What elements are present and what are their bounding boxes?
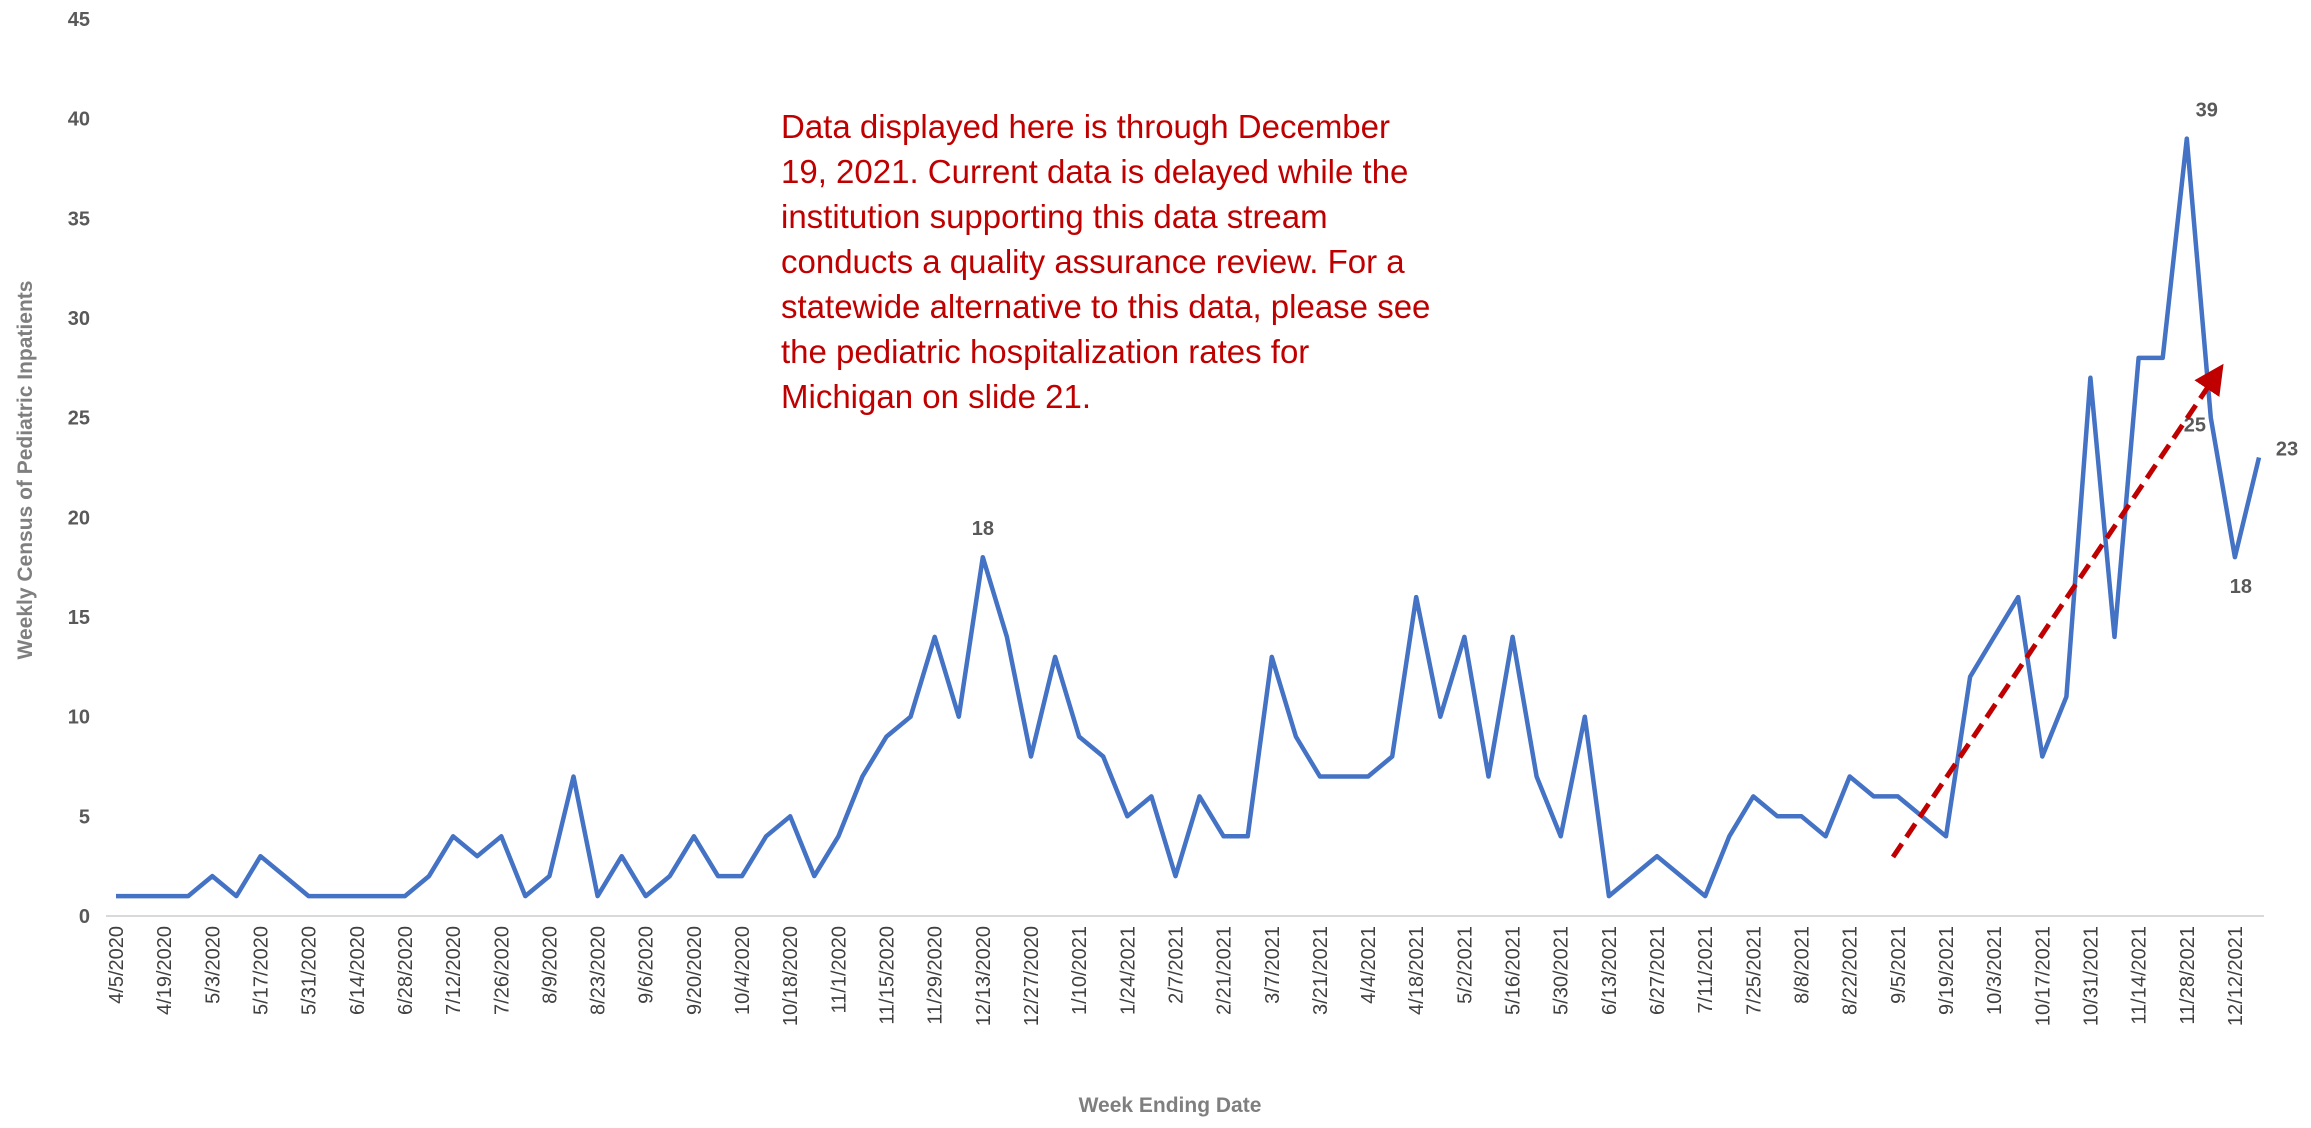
annotation-line: 19, 2021. Current data is delayed while … <box>781 153 1408 190</box>
x-tick-label: 8/9/2020 <box>539 926 561 1004</box>
x-tick-label: 10/3/2021 <box>1984 926 2006 1015</box>
x-tick-label: 10/4/2020 <box>732 926 754 1015</box>
x-tick-label: 9/5/2021 <box>1888 926 1910 1004</box>
y-tick-label: 5 <box>79 806 90 828</box>
x-tick-label: 4/4/2021 <box>1358 926 1380 1004</box>
x-tick-label: 1/24/2021 <box>1117 926 1139 1015</box>
x-tick-label: 7/26/2020 <box>491 926 513 1015</box>
x-tick-label: 3/21/2021 <box>1310 926 1332 1015</box>
data-label: 18 <box>2230 576 2252 598</box>
x-tick-label: 9/19/2021 <box>1936 926 1958 1015</box>
annotation-line: Michigan on slide 21. <box>781 378 1091 415</box>
y-tick-label: 40 <box>68 109 90 131</box>
trend-arrow <box>1890 363 2224 859</box>
x-tick-label: 7/11/2021 <box>1695 926 1717 1014</box>
x-tick-label: 5/3/2020 <box>202 926 224 1004</box>
y-tick-label: 30 <box>68 308 90 330</box>
x-tick-label: 8/22/2021 <box>1840 926 1862 1015</box>
x-tick-label: 6/27/2021 <box>1647 926 1669 1015</box>
annotation-line: statewide alternative to this data, plea… <box>781 288 1430 325</box>
x-tick-label: 4/18/2021 <box>1406 926 1428 1015</box>
x-tick-label: 7/25/2021 <box>1743 926 1765 1015</box>
x-tick-label: 11/28/2021 <box>2177 926 2199 1025</box>
x-tick-label: 10/18/2020 <box>780 926 802 1026</box>
x-tick-label: 12/27/2020 <box>1021 926 1043 1026</box>
x-tick-label: 7/12/2020 <box>443 926 465 1015</box>
data-label: 39 <box>2196 100 2218 122</box>
x-tick-label: 5/30/2021 <box>1551 926 1573 1015</box>
x-tick-label: 11/29/2020 <box>925 926 947 1025</box>
data-label: 23 <box>2276 439 2298 461</box>
x-tick-label: 5/17/2020 <box>250 926 272 1015</box>
x-tick-label: 3/7/2021 <box>1262 926 1284 1004</box>
x-tick-label: 2/7/2021 <box>1165 926 1187 1004</box>
x-tick-label: 5/2/2021 <box>1454 926 1476 1004</box>
annotation-line: institution supporting this data stream <box>781 198 1328 235</box>
x-tick-label: 6/28/2020 <box>395 926 417 1015</box>
x-tick-label: 10/17/2021 <box>2032 926 2054 1026</box>
annotation-line: Data displayed here is through December <box>781 108 1390 145</box>
y-axis-label: Weekly Census of Pediatric Inpatients <box>14 281 37 660</box>
x-tick-label: 8/23/2020 <box>588 926 610 1015</box>
x-tick-label: 2/21/2021 <box>1214 926 1236 1015</box>
y-tick-label: 20 <box>68 507 90 529</box>
y-tick-label: 15 <box>68 607 90 629</box>
y-tick-label: 35 <box>68 208 90 230</box>
x-tick-label: 5/31/2020 <box>299 926 321 1015</box>
annotation-line: conducts a quality assurance review. For… <box>781 243 1405 280</box>
x-tick-label: 5/16/2021 <box>1503 926 1525 1015</box>
x-tick-label: 9/20/2020 <box>684 926 706 1015</box>
x-tick-label: 11/1/2020 <box>828 926 850 1014</box>
annotation-line: the pediatric hospitalization rates for <box>781 333 1309 370</box>
x-tick-label: 4/19/2020 <box>154 926 176 1015</box>
y-tick-label: 10 <box>68 707 90 729</box>
x-tick-label: 6/13/2021 <box>1599 926 1621 1015</box>
x-tick-label: 12/12/2021 <box>2225 926 2247 1026</box>
y-tick-label: 0 <box>79 906 90 928</box>
x-tick-label: 12/13/2020 <box>973 926 995 1026</box>
x-tick-label: 10/31/2021 <box>2080 926 2102 1026</box>
x-tick-label: 9/6/2020 <box>636 926 658 1004</box>
x-axis-label: Week Ending Date <box>1079 1094 1262 1117</box>
y-tick-label: 25 <box>68 408 90 430</box>
x-tick-label: 11/15/2020 <box>877 926 899 1025</box>
x-tick-label: 1/10/2021 <box>1069 926 1091 1015</box>
x-tick-label: 6/14/2020 <box>347 926 369 1015</box>
data-label: 25 <box>2184 415 2206 437</box>
x-tick-label: 8/8/2021 <box>1792 926 1814 1004</box>
data-label: 18 <box>972 518 994 540</box>
x-tick-label: 11/14/2021 <box>2129 926 2151 1025</box>
data-line <box>116 136 2262 899</box>
x-tick-label: 4/5/2020 <box>106 926 128 1004</box>
y-tick-label: 45 <box>68 9 90 31</box>
